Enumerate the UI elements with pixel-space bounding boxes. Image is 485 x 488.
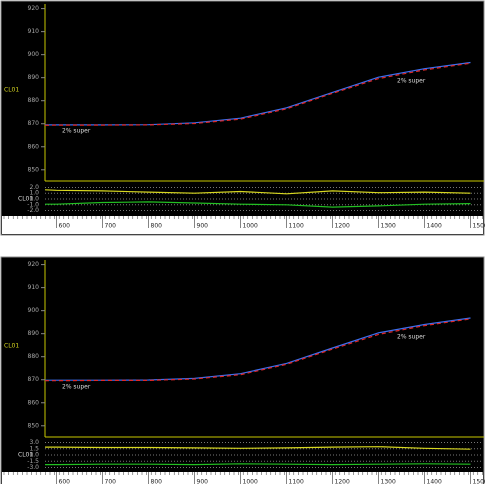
y-tick-label: 900 xyxy=(28,307,40,314)
y-tick-label: 880 xyxy=(28,97,40,104)
y-tick-label: 880 xyxy=(28,353,40,360)
x-tick-label: 800 xyxy=(151,479,163,485)
x-tick-label: 900 xyxy=(197,223,209,230)
panel-background xyxy=(1,257,484,484)
x-tick-label: 1400 xyxy=(427,479,442,485)
annotation: 2% super xyxy=(397,334,426,341)
x-tick-label: 700 xyxy=(105,479,117,485)
y-tick-label: 890 xyxy=(28,330,40,337)
x-tick-label: 1500 xyxy=(473,479,485,485)
y-tick-label: -3.0 xyxy=(27,464,39,471)
x-tick-label: 1000 xyxy=(243,479,258,485)
annotation: 2% super xyxy=(397,78,426,85)
y-axis-label: CL01 xyxy=(4,343,19,350)
x-tick-label: 1200 xyxy=(335,223,350,230)
panel: CL01 850 860 870 880 890 900 910 920 2% super 2% s… xyxy=(1,257,485,484)
x-tick-label: 600 xyxy=(59,479,71,485)
y-tick-label: 870 xyxy=(28,376,40,383)
y-tick-label: 900 xyxy=(28,51,40,58)
x-tick-label: 1300 xyxy=(381,479,396,485)
y-tick-label: 920 xyxy=(28,261,40,268)
x-tick-label: 1300 xyxy=(381,223,396,230)
x-tick-label: 700 xyxy=(105,223,117,230)
y-tick-label: 910 xyxy=(28,284,40,291)
x-tick-label: 1400 xyxy=(427,223,442,230)
y-tick-label: 850 xyxy=(28,422,40,429)
y-tick-label: 870 xyxy=(28,120,40,127)
y-tick-label: 850 xyxy=(28,166,40,173)
annotation: 2% super xyxy=(62,384,91,391)
y-axis-label: CL01 xyxy=(4,87,19,94)
y-tick-label: -2.0 xyxy=(27,207,39,214)
x-tick-label: 900 xyxy=(197,479,209,485)
y-tick-label: 920 xyxy=(28,5,40,12)
y-tick-label: 910 xyxy=(28,28,40,35)
panel: CL01 850 860 870 880 890 900 910 920 2% super 2% s… xyxy=(1,1,485,235)
x-tick-label: 800 xyxy=(151,223,163,230)
x-tick-label: 1100 xyxy=(289,223,304,230)
x-tick-label: 1000 xyxy=(243,223,258,230)
x-tick-label: 1100 xyxy=(289,479,304,485)
series-line xyxy=(45,464,471,465)
annotation: 2% super xyxy=(62,128,91,135)
x-tick-label: 600 xyxy=(59,223,71,230)
y-tick-label: 890 xyxy=(28,74,40,81)
x-tick-label: 1500 xyxy=(473,223,485,230)
y-tick-label: 860 xyxy=(28,143,40,150)
x-tick-label: 1200 xyxy=(335,479,350,485)
y-tick-label: 860 xyxy=(28,399,40,406)
